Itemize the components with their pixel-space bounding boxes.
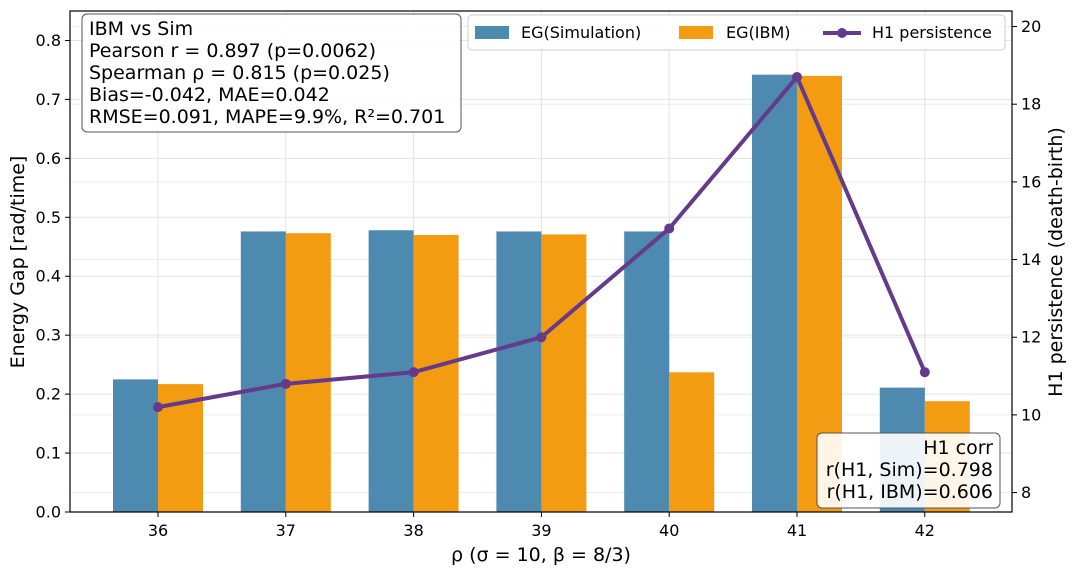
h1-persistence-point [919, 367, 930, 378]
y-tick-label: 0.8 [36, 31, 61, 50]
x-tick-label: 36 [148, 521, 168, 540]
y-tick-label: 0.5 [36, 208, 61, 227]
stats-line: Pearson r = 0.897 (p=0.0062) [89, 40, 376, 62]
x-axis-label: ρ (σ = 10, β = 8/3) [451, 544, 631, 566]
h1-persistence-point [792, 72, 802, 83]
legend-swatch-simulation [475, 26, 509, 39]
y2-tick-label: 14 [1021, 250, 1041, 269]
bar-ibm [541, 234, 587, 512]
y2-tick-label: 10 [1021, 405, 1041, 424]
bar-simulation [624, 231, 670, 512]
y2-ticks: 8 10 12 14 16 18 20 [1012, 17, 1041, 502]
legend-label-simulation: EG(Simulation) [521, 23, 641, 42]
y2-tick-label: 18 [1021, 95, 1041, 114]
h1-persistence-point [664, 223, 675, 234]
x-tick-label: 42 [915, 521, 935, 540]
y-axis-label: Energy Gap [rad/time] [7, 156, 29, 369]
h1-corr-line: H1 corr [923, 437, 993, 459]
legend-label-h1: H1 persistence [872, 23, 992, 42]
y-tick-label: 0.6 [36, 149, 61, 168]
x-tick-label: 38 [403, 521, 423, 540]
y-tick-label: 0.4 [36, 267, 61, 286]
y2-tick-label: 8 [1021, 483, 1031, 502]
x-tick-label: 40 [659, 521, 679, 540]
h1-corr-box: H1 corr r(H1, Sim)=0.798 r(H1, IBM)=0.60… [816, 432, 1001, 509]
h1-persistence-point [280, 378, 291, 389]
y-tick-label: 0.0 [36, 503, 61, 522]
bar-simulation [752, 74, 797, 513]
bar-simulation [113, 379, 158, 512]
y2-tick-label: 20 [1021, 17, 1041, 36]
bar-ibm [285, 233, 331, 512]
stats-line: IBM vs Sim [89, 18, 193, 40]
x-tick-label: 41 [787, 521, 807, 540]
y-tick-label: 0.2 [36, 385, 61, 404]
y-ticks: 0.0 0.1 0.2 0.3 0.4 0.5 0.6 0.7 0.8 [36, 31, 70, 522]
x-tick-label: 39 [531, 521, 551, 540]
bar-simulation [496, 231, 542, 512]
h1-line [153, 72, 930, 413]
y2-tick-label: 12 [1021, 328, 1041, 347]
h1-corr-line: r(H1, Sim)=0.798 [826, 459, 993, 481]
legend: EG(Simulation) EG(IBM) H1 persistence [467, 14, 1006, 51]
stats-line: RMSE=0.091, MAPE=9.9%, R²=0.701 [89, 106, 445, 128]
y-tick-label: 0.1 [36, 444, 61, 463]
h1-persistence-point [408, 367, 419, 378]
bar-ibm [669, 372, 715, 512]
h1-persistence-point [153, 402, 163, 413]
stats-line: Spearman ρ = 0.815 (p=0.025) [89, 62, 390, 84]
bar-simulation [240, 231, 286, 512]
y2-axis-label: H1 persistence (death-birth) [1045, 127, 1067, 397]
bar-ibm [413, 234, 459, 512]
legend-label-ibm: EG(IBM) [726, 23, 791, 42]
y-tick-label: 0.3 [36, 326, 61, 345]
y-tick-label: 0.7 [36, 90, 61, 109]
x-ticks: 36 37 38 39 40 41 42 [148, 512, 935, 540]
h1-corr-line: r(H1, IBM)=0.606 [827, 481, 993, 503]
h1-persistence-point [536, 332, 547, 343]
legend-swatch-h1-marker [837, 28, 847, 38]
x-tick-label: 37 [276, 521, 296, 540]
stats-line: Bias=-0.042, MAE=0.042 [89, 84, 330, 106]
stats-box: IBM vs Sim Pearson r = 0.897 (p=0.0062) … [81, 13, 462, 133]
y2-tick-label: 16 [1021, 172, 1041, 191]
bars [113, 74, 970, 513]
legend-swatch-ibm [679, 26, 713, 39]
